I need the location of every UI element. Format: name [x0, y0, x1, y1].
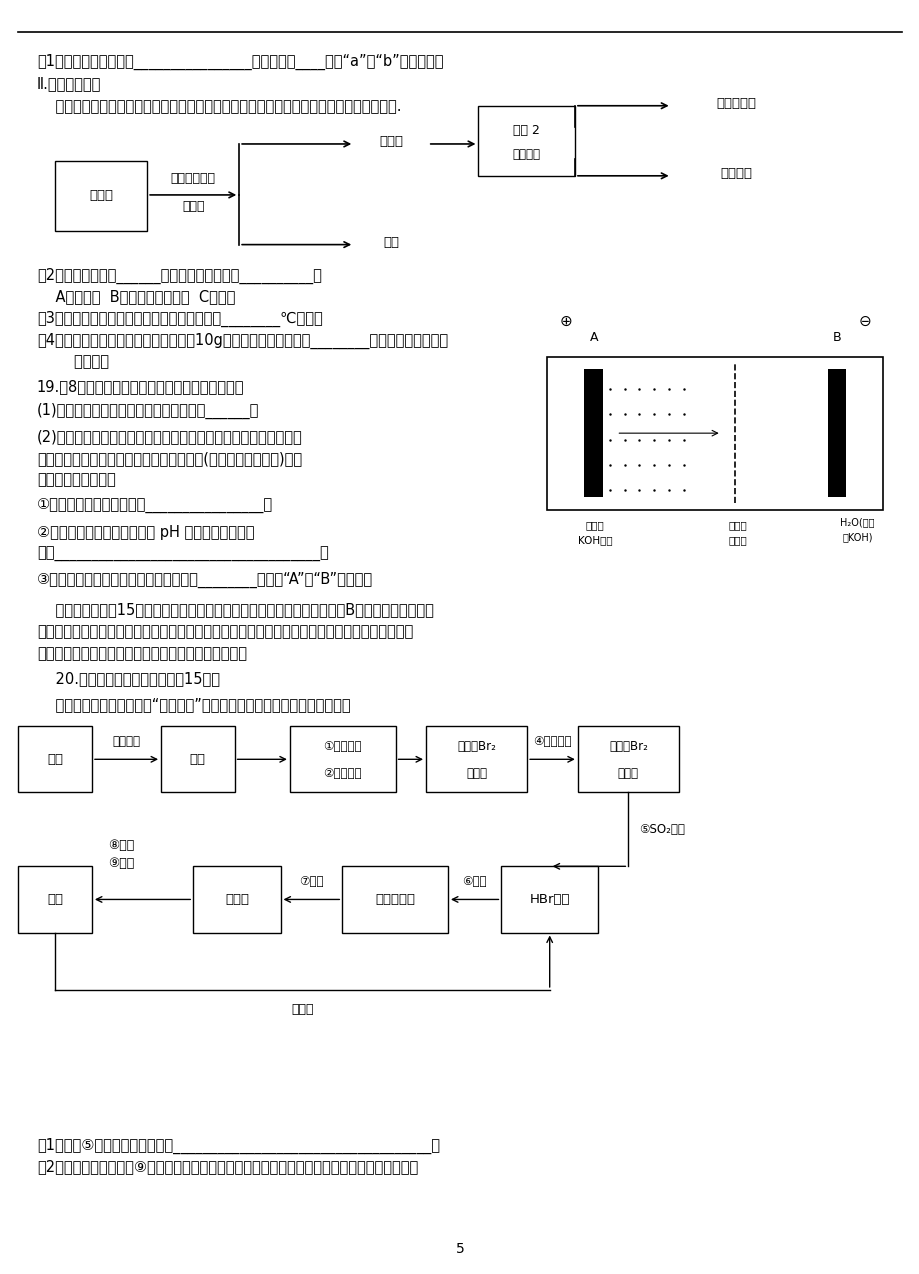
Text: 阳离子: 阳离子 — [728, 520, 747, 530]
Text: 甲醇、水: 甲醇、水 — [720, 167, 751, 180]
Text: ⑧冷凝: ⑧冷凝 — [108, 840, 135, 852]
Text: 含少量Br₂: 含少量Br₂ — [608, 739, 647, 753]
FancyBboxPatch shape — [478, 106, 574, 176]
Text: (1)铝与氢氧化钒溶液反应的离子方程式是______。: (1)铝与氢氧化钒溶液反应的离子方程式是______。 — [37, 403, 259, 419]
Text: （1）甲装置的作用是：________________；冷却水从____（填“a”或“b”）口进入。: （1）甲装置的作用是：________________；冷却水从____（填“a… — [37, 54, 443, 70]
Text: 因：____________________________________。: 因：____________________________________。 — [37, 547, 328, 562]
Text: 粗溴水: 粗溴水 — [291, 1003, 313, 1015]
Text: （2）湴微溶于水，步骤⑨中溴蒸气冷凝后得到液溴与溴水的混合物，它们的相对密度相差较大。: （2）湴微溶于水，步骤⑨中溴蒸气冷凝后得到液溴与溴水的混合物，它们的相对密度相差… — [37, 1159, 417, 1175]
Text: 用试劑１洗涤: 用试劑１洗涤 — [171, 172, 215, 185]
Text: （3）操作２中，收集产品时，控制的温度应在________℃左右。: （3）操作２中，收集产品时，控制的温度应在________℃左右。 — [37, 311, 323, 327]
Text: 19.（8分）氢氧化钒是重要的工业产品。请回答：: 19.（8分）氢氧化钒是重要的工业产品。请回答： — [37, 380, 244, 395]
Text: KOH溶液: KOH溶液 — [577, 535, 612, 545]
Text: (2)工业品氢氧化钒的溶液中含有某些含氧酸根杂质，可用离子交换: (2)工业品氢氧化钒的溶液中含有某些含氧酸根杂质，可用离子交换 — [37, 429, 302, 445]
Text: 较浓的溴水: 较浓的溴水 — [375, 893, 414, 906]
Text: 量KOH): 量KOH) — [841, 533, 872, 543]
Text: （2）试劑１可以是______（填编号），作用是__________。: （2）试劑１可以是______（填编号），作用是__________。 — [37, 268, 322, 284]
FancyBboxPatch shape — [193, 866, 280, 933]
Text: 提取粗盐: 提取粗盐 — [112, 735, 141, 748]
Text: A: A — [589, 331, 598, 344]
Text: ⑤SO₂吸收: ⑤SO₂吸收 — [639, 823, 685, 836]
Text: 区域指定位置答题。如果多做，则按所做的第一题计分: 区域指定位置答题。如果多做，则按所做的第一题计分 — [37, 646, 246, 661]
Text: 20.『选修２：化学与技术』（15分）: 20.『选修２：化学与技术』（15分） — [37, 671, 220, 687]
Text: A．稀硫酸  B．饱和碳酸钓溶液  C．乙醇: A．稀硫酸 B．饱和碳酸钓溶液 C．乙醇 — [37, 289, 235, 304]
Text: B: B — [832, 331, 841, 344]
FancyBboxPatch shape — [18, 726, 92, 792]
FancyBboxPatch shape — [342, 866, 448, 933]
Text: （1）步骤⑤的离子反应方程式为___________________________________。: （1）步骤⑤的离子反应方程式为_________________________… — [37, 1138, 439, 1154]
Text: 液溴: 液溴 — [47, 893, 63, 906]
Text: 溴蒸气: 溴蒸气 — [224, 893, 249, 906]
Text: 有机层: 有机层 — [379, 135, 403, 148]
FancyBboxPatch shape — [55, 161, 147, 231]
Text: ①硫酸酸化: ①硫酸酸化 — [323, 739, 361, 753]
Text: ②氯气氯化: ②氯气氯化 — [323, 767, 361, 781]
Text: （4）实验制得的苯甲酸甲酩精品质量为10g，则苯甲酸的转化率为________。（结果保留三位有: （4）实验制得的苯甲酸甲酩精品质量为10g，则苯甲酸的转化率为________。… — [37, 333, 448, 349]
Text: ④空气吹出: ④空气吹出 — [533, 735, 571, 748]
Text: ⊖: ⊖ — [857, 313, 870, 329]
Text: 空气吹出法工艺，是目前“海水提溴”的最主要方法之一。其工艺流程如下：: 空气吹出法工艺，是目前“海水提溴”的最主要方法之一。其工艺流程如下： — [37, 697, 350, 712]
FancyBboxPatch shape — [584, 369, 602, 497]
FancyBboxPatch shape — [577, 726, 678, 792]
FancyBboxPatch shape — [501, 866, 597, 933]
Text: 效数字）: 效数字） — [37, 354, 108, 369]
Text: 交换膜: 交换膜 — [728, 535, 747, 545]
Text: HBr溶液: HBr溶液 — [528, 893, 570, 906]
FancyBboxPatch shape — [289, 726, 395, 792]
Text: ②通电开始后，阴极附近溶液 pH 会增大，请简述原: ②通电开始后，阴极附近溶液 pH 会增大，请简述原 — [37, 525, 254, 540]
Text: （二）选考题（15分）请考生从给出的３道试题中任选一题作答，并用２B铅笔在答题卡上把所: （二）选考题（15分）请考生从给出的３道试题中任选一题作答，并用２B铅笔在答题卡… — [37, 603, 433, 618]
Text: 的空气: 的空气 — [618, 767, 638, 781]
FancyBboxPatch shape — [827, 369, 845, 497]
Text: 苯甲酸甲酩: 苯甲酸甲酩 — [715, 97, 755, 110]
FancyBboxPatch shape — [547, 357, 882, 510]
Text: 选题目对应题号右边的方框涂黑。注意所做题目的题号必须与所涂题目的题号一致，在答题卡选答: 选题目对应题号右边的方框涂黑。注意所做题目的题号必须与所涂题目的题号一致，在答题… — [37, 624, 413, 640]
Text: 含少量Br₂: 含少量Br₂ — [457, 739, 495, 753]
Text: 海水: 海水 — [47, 753, 63, 766]
Text: 膜法电解提纯。电解槽内装有阳离子交换膜(只允许阳离子通过)，其: 膜法电解提纯。电解槽内装有阳离子交换膜(只允许阳离子通过)，其 — [37, 451, 301, 466]
Text: ⊕: ⊕ — [559, 313, 572, 329]
Text: 苯甲酸甲酩粗产品中往往含有少量甲醇、硫酸、苯甲酸和水等，现拟用下列流程进行精制.: 苯甲酸甲酩粗产品中往往含有少量甲醇、硫酸、苯甲酸和水等，现拟用下列流程进行精制. — [37, 99, 401, 115]
Text: 苦卤: 苦卤 — [189, 753, 206, 766]
FancyBboxPatch shape — [18, 866, 92, 933]
Text: ①该电解槽的阳极反应式是________________。: ①该电解槽的阳极反应式是________________。 — [37, 498, 273, 513]
Text: 粗产品: 粗产品 — [89, 189, 113, 203]
Text: Ⅱ.粗产品的精制: Ⅱ.粗产品的精制 — [37, 76, 101, 92]
FancyBboxPatch shape — [161, 726, 234, 792]
Text: ⑨分离: ⑨分离 — [108, 857, 135, 870]
Text: 水层: 水层 — [382, 236, 399, 248]
Text: 操作 2: 操作 2 — [513, 124, 539, 136]
Text: H₂O(含少: H₂O(含少 — [839, 517, 874, 527]
Text: ③除去杂质后的氢氧化钒溶液从液体出口________（填写“A”或“B”）导出。: ③除去杂质后的氢氧化钒溶液从液体出口________（填写“A”或“B”）导出。 — [37, 572, 372, 589]
Text: 的海水: 的海水 — [466, 767, 486, 781]
Text: （蒸馏）: （蒸馏） — [512, 148, 540, 162]
Text: 操作１: 操作１ — [182, 200, 204, 213]
Text: ⑦蒸馏: ⑦蒸馏 — [299, 875, 323, 888]
Text: 5: 5 — [455, 1242, 464, 1255]
Text: 工作原理如图所示。: 工作原理如图所示。 — [37, 473, 116, 488]
FancyBboxPatch shape — [425, 726, 527, 792]
Text: 工业品: 工业品 — [585, 520, 604, 530]
Text: ⑥氯化: ⑥氯化 — [462, 875, 486, 888]
